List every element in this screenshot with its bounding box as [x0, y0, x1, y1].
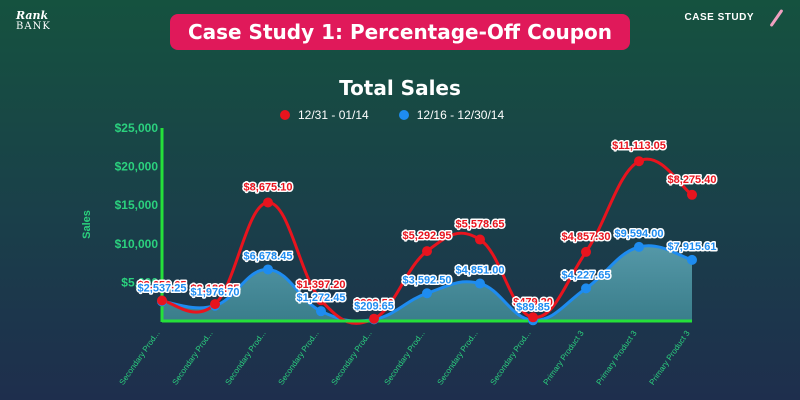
- data-label-text: $4,851.00: [456, 265, 505, 277]
- logo-line-1: Rank: [16, 9, 49, 22]
- series-1-point: [157, 295, 167, 306]
- rankbank-logo: Rank BANK: [16, 10, 51, 32]
- series-2-point: [263, 264, 273, 275]
- series-2-data-label: $3,592.50: [401, 273, 453, 288]
- legend-label-series-2: 12/16 - 12/30/14: [416, 108, 505, 122]
- series-2-data-label: $209.65: [353, 299, 396, 314]
- series-1-data-label: $8,675.10: [242, 180, 294, 195]
- x-tick-label: Secondary Prod...: [171, 329, 215, 387]
- x-tick-label: Primary Product 3: [542, 329, 586, 387]
- y-tick-label: $15,000: [115, 198, 159, 212]
- data-label-text: $9,594.00: [615, 228, 664, 240]
- series-1-data-label: $1,397.20: [295, 278, 347, 293]
- series-2-point: [634, 241, 644, 252]
- page-title: Case Study 1: Percentage-Off Coupon: [170, 14, 630, 50]
- series-1-point: [687, 189, 697, 200]
- data-label-text: $11,113.05: [612, 140, 666, 152]
- x-tick-label: Secondary Prod...: [489, 329, 533, 387]
- series-1-point: [263, 197, 273, 208]
- series-1-point: [475, 234, 485, 245]
- data-label-text: $7,915.61: [668, 241, 717, 253]
- legend-label-series-1: 12/31 - 01/14: [298, 108, 369, 122]
- y-tick-label: $25,000: [115, 121, 159, 135]
- series-2-data-label: $4,227.65: [560, 268, 612, 283]
- legend-item-series-1[interactable]: 12/31 - 01/14: [280, 108, 369, 122]
- series-2-point: [475, 278, 485, 289]
- series-1-point: [634, 156, 644, 167]
- x-tick-label: Secondary Prod...: [383, 329, 427, 387]
- data-label-text: $2,656.65: [138, 279, 187, 291]
- data-label-text: $209.65: [354, 300, 394, 312]
- series-2-area: [162, 245, 692, 322]
- legend-item-series-2[interactable]: 12/16 - 12/30/14: [398, 108, 505, 122]
- series-2-point: [316, 306, 326, 317]
- data-label-text: $89.85: [516, 301, 550, 313]
- y-tick-label: $10,000: [115, 237, 159, 251]
- series-2-data-label: $7,915.61: [666, 239, 718, 254]
- x-tick-label: Secondary Prod...: [277, 329, 321, 387]
- series-1-data-label: $2,656.65: [136, 278, 188, 293]
- x-tick-label: Secondary Prod...: [436, 329, 480, 387]
- series-2-data-label: $1,272.45: [295, 291, 347, 306]
- data-label-text: $4,857.30: [562, 231, 611, 243]
- series-2-data-label: $4,851.00: [454, 263, 506, 278]
- data-label-text: $479.20: [513, 296, 553, 308]
- logo-line-2: BANK: [16, 21, 51, 32]
- series-2-data-label: $2,537.25: [136, 281, 188, 296]
- series-2-data-label: $6,678.45: [242, 249, 294, 264]
- legend-dot-blue-icon: [398, 110, 409, 120]
- chart-title: Total Sales: [339, 76, 461, 100]
- x-tick-label: Secondary Prod...: [118, 329, 162, 387]
- y-axis-label: Sales: [81, 210, 93, 239]
- data-label-text: $1,272.45: [297, 292, 346, 304]
- data-label-text: $2,537.25: [138, 282, 187, 294]
- series-1-point: [422, 246, 432, 257]
- chart-legend: 12/31 - 01/14 12/16 - 12/30/14: [280, 108, 534, 122]
- data-label-text: $4,227.65: [562, 269, 611, 281]
- series-2-point: [687, 254, 697, 265]
- data-label-text: $1,976.70: [191, 287, 240, 299]
- case-study-tag: CASE STUDY: [684, 12, 754, 23]
- series-2-data-label: $89.85: [515, 300, 552, 315]
- x-tick-label: Primary Product 3: [648, 329, 692, 387]
- data-label-text: $8,275.40: [668, 174, 717, 186]
- data-label-text: $6,678.45: [244, 250, 293, 262]
- series-1-data-label: $5,578.65: [454, 217, 506, 232]
- series-1-data-label: $5,292.95: [401, 229, 453, 244]
- series-1-point: [210, 299, 220, 310]
- data-label-text: $3,592.50: [403, 274, 452, 286]
- y-tick-label: $5,000: [121, 275, 158, 289]
- series-2-data-label: $1,976.70: [189, 285, 241, 300]
- data-label-text: $2,186.35: [191, 283, 240, 295]
- series-2-point: [422, 288, 432, 299]
- data-label-text: $299.50: [354, 298, 394, 310]
- series-1-data-label: $8,275.40: [666, 172, 718, 187]
- series-2-point: [581, 283, 591, 294]
- series-1-data-label: $299.50: [353, 296, 396, 311]
- x-tick-label: Primary Product 3: [595, 329, 639, 387]
- series-1-point: [369, 313, 379, 324]
- series-1-data-label: $479.20: [512, 295, 555, 310]
- data-label-text: $1,397.20: [297, 279, 346, 291]
- series-1-point: [581, 246, 591, 257]
- series-1-point: [528, 312, 538, 323]
- y-tick-label: $20,000: [115, 160, 159, 174]
- series-2-data-label: $9,594.00: [613, 226, 665, 241]
- legend-dot-red-icon: [280, 110, 290, 120]
- data-label-text: $5,578.65: [456, 219, 505, 231]
- data-label-text: $5,292.95: [403, 230, 452, 242]
- series-1-data-label: $2,186.35: [189, 282, 241, 297]
- x-tick-label: Secondary Prod...: [224, 329, 268, 387]
- series-1-data-label: $11,113.05: [611, 139, 668, 154]
- data-label-text: $8,675.10: [244, 181, 293, 193]
- series-1-point: [316, 295, 326, 306]
- x-tick-label: Secondary Prod...: [330, 329, 374, 387]
- series-1-data-label: $4,857.30: [560, 229, 612, 244]
